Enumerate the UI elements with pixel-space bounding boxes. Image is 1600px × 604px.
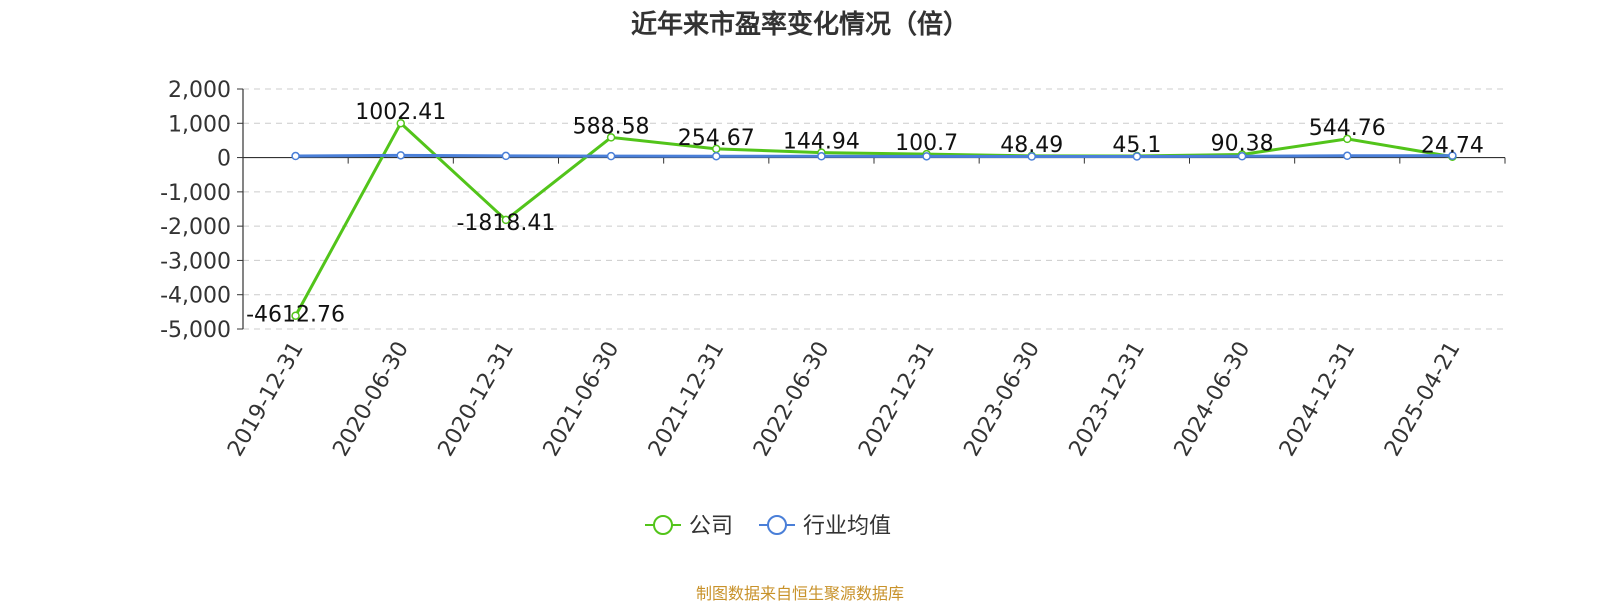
- industry-avg-point: [1132, 152, 1142, 161]
- company-point: [501, 215, 511, 225]
- industry-avg-point: [606, 151, 616, 161]
- x-tick-label: 2019-12-31: [223, 338, 309, 461]
- industry-avg-point: [712, 151, 721, 161]
- data-label: 48.49: [1000, 133, 1063, 158]
- x-tick-label: 2024-12-31: [1275, 338, 1361, 461]
- industry-avg-point: [817, 152, 826, 161]
- y-tick-labels: 2,000 1,000 0 -1,000 -2,000 -3,000 -4,000 -5,00…: [160, 78, 231, 343]
- industry-avg-point: [1237, 152, 1247, 161]
- data-label: -4612.76: [246, 303, 345, 328]
- x-tick-label: 2020-12-31: [434, 338, 520, 461]
- industry-avg-point: [1448, 151, 1457, 160]
- data-label: 544.76: [1309, 116, 1386, 141]
- source-note: 制图数据来自恒生聚源数据库: [695, 584, 904, 603]
- company-point: [606, 133, 616, 142]
- x-tick-label: 2023-12-31: [1065, 338, 1151, 461]
- y-tick-label: 0: [217, 147, 231, 172]
- industry-avg-line: [295, 153, 1453, 159]
- legend: 公司 行业均值: [645, 514, 891, 539]
- y-tick-label: 2,000: [168, 78, 231, 103]
- y-tick-label: -3,000: [160, 249, 231, 274]
- company-line: [294, 120, 1453, 317]
- industry-avg-point: [501, 151, 511, 161]
- data-label: -1818.41: [456, 211, 555, 236]
- data-label: 24.74: [1421, 134, 1484, 159]
- company-point: [1343, 134, 1352, 144]
- grid-lines: [243, 88, 1505, 330]
- data-label: 45.1: [1112, 133, 1161, 158]
- data-labels: -4612.76 1002.41 -1818.41 588.58 254.67 144.9…: [246, 100, 1484, 328]
- line-chart: 2,000 1,000 0 -1,000 -2,000 -3,000 -4,000 -5,00…: [160, 78, 1506, 539]
- industry-avg-point: [291, 151, 300, 161]
- x-tick-label: 2022-06-30: [749, 338, 835, 461]
- x-tick-label: 2025-04-21: [1380, 338, 1466, 461]
- industry-avg-point: [396, 151, 405, 160]
- data-label: 100.7: [895, 131, 958, 156]
- x-tick-label: 2020-06-30: [328, 338, 414, 461]
- y-tick-label: -5,000: [160, 318, 231, 343]
- data-label: 90.38: [1211, 131, 1274, 156]
- chart-title: 近年来市盈率变化情况（倍）: [630, 10, 969, 40]
- data-label: 588.58: [573, 114, 650, 139]
- x-tick-label: 2022-12-31: [854, 337, 940, 460]
- company-point: [396, 118, 405, 128]
- legend-industry-marker: [767, 515, 787, 535]
- data-label: 1002.41: [355, 100, 446, 125]
- industry-avg-point: [1343, 151, 1352, 161]
- industry-avg-point: [1027, 152, 1036, 161]
- x-tick-label: 2024-06-30: [1170, 338, 1256, 461]
- x-tick-label: 2023-06-30: [959, 338, 1045, 461]
- legend-industry-label: 行业均值: [803, 514, 891, 539]
- data-label: 144.94: [783, 130, 860, 155]
- company-point: [291, 311, 300, 320]
- x-tick-labels: 2019-12-31 2020-06-30 2020-12-31 2021-06-30…: [223, 337, 1465, 460]
- series-lines: [291, 118, 1457, 320]
- y-tick-label: -4,000: [160, 284, 231, 309]
- y-tick-label: -1,000: [160, 181, 231, 206]
- y-tick-label: -2,000: [160, 215, 231, 240]
- legend-company-label: 公司: [689, 514, 733, 539]
- x-tick-label: 2021-06-30: [539, 338, 625, 461]
- y-tick-label: 1,000: [168, 112, 231, 137]
- x-tick-label: 2021-12-31: [644, 338, 730, 461]
- legend-company-marker: [653, 515, 673, 535]
- data-label: 254.67: [678, 126, 755, 151]
- industry-avg-point: [922, 152, 931, 161]
